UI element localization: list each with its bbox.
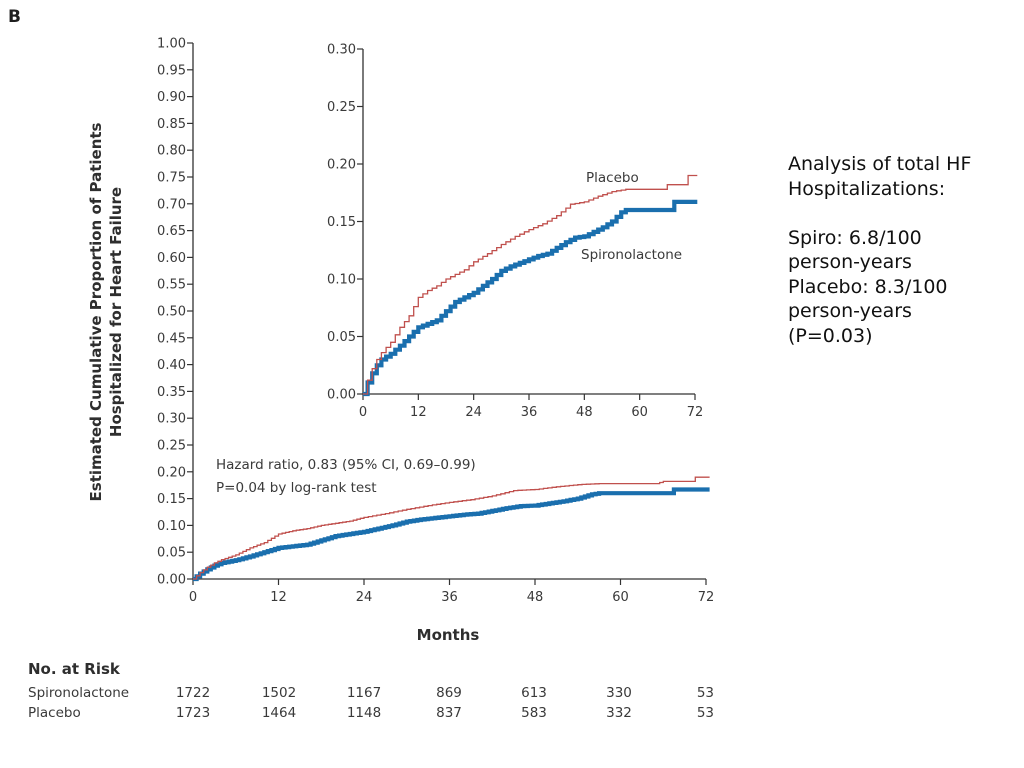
risk-cell: 1464 — [261, 705, 297, 721]
risk-cell: 583 — [521, 705, 547, 721]
main-y-tick-label: 0.05 — [157, 546, 186, 561]
side-note-line: Placebo: 8.3/100 — [788, 275, 948, 298]
risk-cell: 1502 — [261, 685, 297, 701]
inset-plot-area — [363, 174, 698, 397]
inset-x-tick-label: 72 — [687, 405, 704, 420]
risk-cell: 1167 — [346, 685, 382, 701]
side-note-line: Hospitalizations: — [788, 177, 946, 200]
inset-y-tick-label: 0.20 — [327, 158, 356, 173]
inset-series-placebo — [363, 174, 698, 395]
main-x-tick-label: 48 — [527, 590, 544, 605]
main-axes: 0.00 0.05 0.10 0.15 0.20 0.25 0.30 0.35 0.40 0.45… — [157, 37, 714, 606]
main-y-tick-label: 0.30 — [157, 412, 186, 427]
main-y-tick-label: 0.85 — [157, 117, 186, 132]
side-note-line: (P=0.03) — [788, 324, 873, 347]
main-plot-area — [193, 476, 710, 582]
main-y-tick-label: 0.50 — [157, 305, 186, 320]
inset-x-tick-label: 0 — [359, 405, 367, 420]
p-value-annotation: P=0.04 by log-rank test — [216, 480, 377, 496]
risk-table-title: No. at Risk — [28, 660, 120, 678]
main-x-tick-label: 36 — [441, 590, 458, 605]
inset-x-tick-label: 60 — [631, 405, 648, 420]
main-y-tick-label: 0.40 — [157, 358, 186, 373]
main-y-tick-label: 1.00 — [157, 37, 186, 52]
inset-x-tick-label: 36 — [521, 405, 538, 420]
side-note: Analysis of total HF Hospitalizations: Spi… — [788, 152, 1018, 348]
inset-y-tick-label: 0.15 — [327, 215, 356, 230]
y-axis-title-line-1: Estimated Cumulative Proportion of Patie… — [87, 122, 105, 501]
main-x-tick-label: 0 — [189, 590, 197, 605]
risk-cell: 1148 — [346, 705, 382, 721]
inset-series-spironolactone — [363, 199, 698, 397]
main-y-tick-label: 0.25 — [157, 439, 186, 454]
legend-label-spironolactone: Spironolactone — [581, 247, 682, 263]
inset-y-tick-label: 0.30 — [327, 43, 356, 58]
main-x-tick-label: 72 — [698, 590, 715, 605]
main-y-tick-label: 0.60 — [157, 251, 186, 266]
main-x-tick-label: 12 — [270, 590, 287, 605]
main-y-tick-label: 0.35 — [157, 385, 186, 400]
inset-y-tick-label: 0.10 — [327, 273, 356, 288]
risk-row-label: Placebo — [28, 705, 81, 721]
main-y-tick-label: 0.70 — [157, 197, 186, 212]
inset-y-tick-label: 0.25 — [327, 100, 356, 115]
main-x-tick-label: 60 — [612, 590, 629, 605]
main-y-tick-label: 0.90 — [157, 90, 186, 105]
risk-cell: 330 — [606, 685, 632, 701]
main-y-tick-label: 0.80 — [157, 144, 186, 159]
y-axis-title: Estimated Cumulative Proportion of Patie… — [87, 122, 125, 501]
risk-cell: 869 — [436, 685, 462, 701]
side-note-line: Spiro: 6.8/100 — [788, 226, 922, 249]
hazard-ratio-annotation: Hazard ratio, 0.83 (95% CI, 0.69–0.99) — [216, 457, 476, 473]
legend-label-placebo: Placebo — [586, 170, 639, 186]
risk-cell: 53 — [696, 705, 714, 721]
risk-cell: 332 — [606, 705, 632, 721]
inset-axes: 0.00 0.05 0.10 0.15 0.20 0.25 0.30 0 12 24 36 48 60 7… — [327, 43, 703, 421]
side-note-line: Analysis of total HF — [788, 153, 972, 175]
risk-cell: 53 — [696, 685, 714, 701]
main-y-tick-label: 0.20 — [157, 465, 186, 480]
risk-cell: 1722 — [175, 685, 211, 701]
risk-cell: 1723 — [175, 705, 211, 721]
main-y-tick-label: 0.55 — [157, 278, 186, 293]
side-note-line: person-years — [788, 251, 912, 273]
main-y-tick-label: 0.95 — [157, 63, 186, 78]
risk-cell: 613 — [521, 685, 547, 701]
main-series-placebo — [193, 476, 710, 580]
side-note-line — [788, 201, 1018, 226]
y-axis-title-line-2: Hospitalized for Heart Failure — [107, 187, 125, 437]
inset-y-tick-label: 0.05 — [327, 330, 356, 345]
inset-x-tick-label: 48 — [576, 405, 593, 420]
main-y-tick-label: 0.15 — [157, 492, 186, 507]
main-y-tick-label: 0.45 — [157, 331, 186, 346]
main-y-tick-label: 0.00 — [157, 573, 186, 588]
main-y-tick-label: 0.75 — [157, 171, 186, 186]
inset-x-tick-label: 24 — [465, 405, 482, 420]
main-y-tick-label: 0.65 — [157, 224, 186, 239]
inset-x-tick-label: 12 — [410, 405, 427, 420]
risk-row-label: Spironolactone — [28, 685, 130, 701]
main-x-tick-label: 24 — [356, 590, 373, 605]
main-series-spironolactone — [193, 487, 710, 582]
risk-cell: 837 — [436, 705, 462, 721]
x-axis-title: Months — [417, 626, 480, 644]
main-y-tick-label: 0.10 — [157, 519, 186, 534]
panel-letter: B — [8, 7, 21, 27]
side-note-line: person-years — [788, 300, 912, 322]
inset-y-tick-label: 0.00 — [327, 388, 356, 403]
